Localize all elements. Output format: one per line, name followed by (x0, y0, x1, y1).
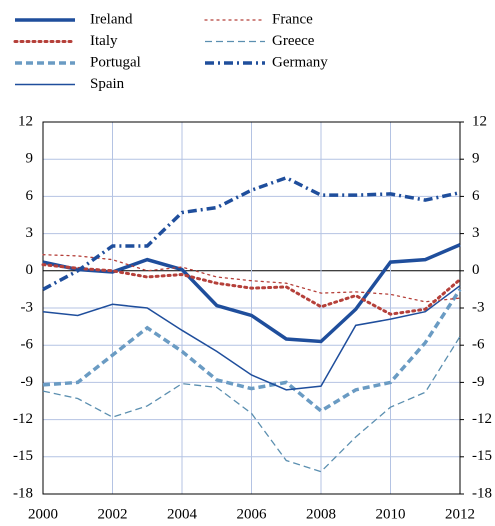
y2-tick-label: 6 (472, 188, 480, 204)
legend-label: Portugal (90, 54, 141, 70)
x-tick-label: 2012 (445, 506, 475, 522)
y-tick-label: -3 (21, 299, 34, 315)
y-tick-label: -18 (13, 485, 33, 501)
series-line (42, 175, 461, 291)
legend-label: Italy (90, 33, 118, 49)
x-tick-label: 2010 (376, 506, 406, 522)
y-tick-label: 3 (26, 225, 34, 241)
y-tick-label: -12 (13, 411, 33, 427)
y-tick-label: -9 (21, 374, 34, 390)
x-tick-label: 2008 (306, 506, 336, 522)
y2-tick-label: -3 (472, 299, 485, 315)
y2-tick-label: -15 (472, 448, 492, 464)
legend-label: Ireland (90, 11, 133, 27)
series-line (42, 285, 461, 391)
y-tick-label: 12 (18, 113, 33, 129)
y2-tick-label: -9 (472, 374, 485, 390)
series-line (41, 263, 462, 316)
series-line (42, 336, 461, 473)
y2-tick-label: -6 (472, 337, 485, 353)
x-tick-label: 2000 (28, 506, 58, 522)
y2-tick-label: 3 (472, 225, 480, 241)
y2-tick-label: 0 (472, 262, 480, 278)
y-tick-label: 9 (26, 151, 34, 167)
y2-tick-label: 9 (472, 151, 480, 167)
y-tick-label: -6 (21, 337, 34, 353)
x-tick-label: 2002 (98, 506, 128, 522)
y-tick-label: 6 (26, 188, 34, 204)
legend-label: Spain (90, 76, 125, 92)
legend-label: Germany (272, 54, 328, 70)
legend-label: Greece (272, 33, 315, 49)
y-tick-label: 0 (26, 262, 34, 278)
y2-tick-label: -12 (472, 411, 492, 427)
y-tick-label: -15 (13, 448, 33, 464)
series-line (42, 288, 462, 414)
y2-tick-label: -18 (472, 485, 492, 501)
legend-label: France (272, 11, 313, 27)
plot-frame (42, 121, 461, 495)
x-tick-label: 2004 (167, 506, 198, 522)
series-line (42, 243, 461, 344)
x-tick-label: 2006 (237, 506, 268, 522)
series-line (42, 254, 461, 303)
y2-tick-label: 12 (472, 113, 487, 129)
